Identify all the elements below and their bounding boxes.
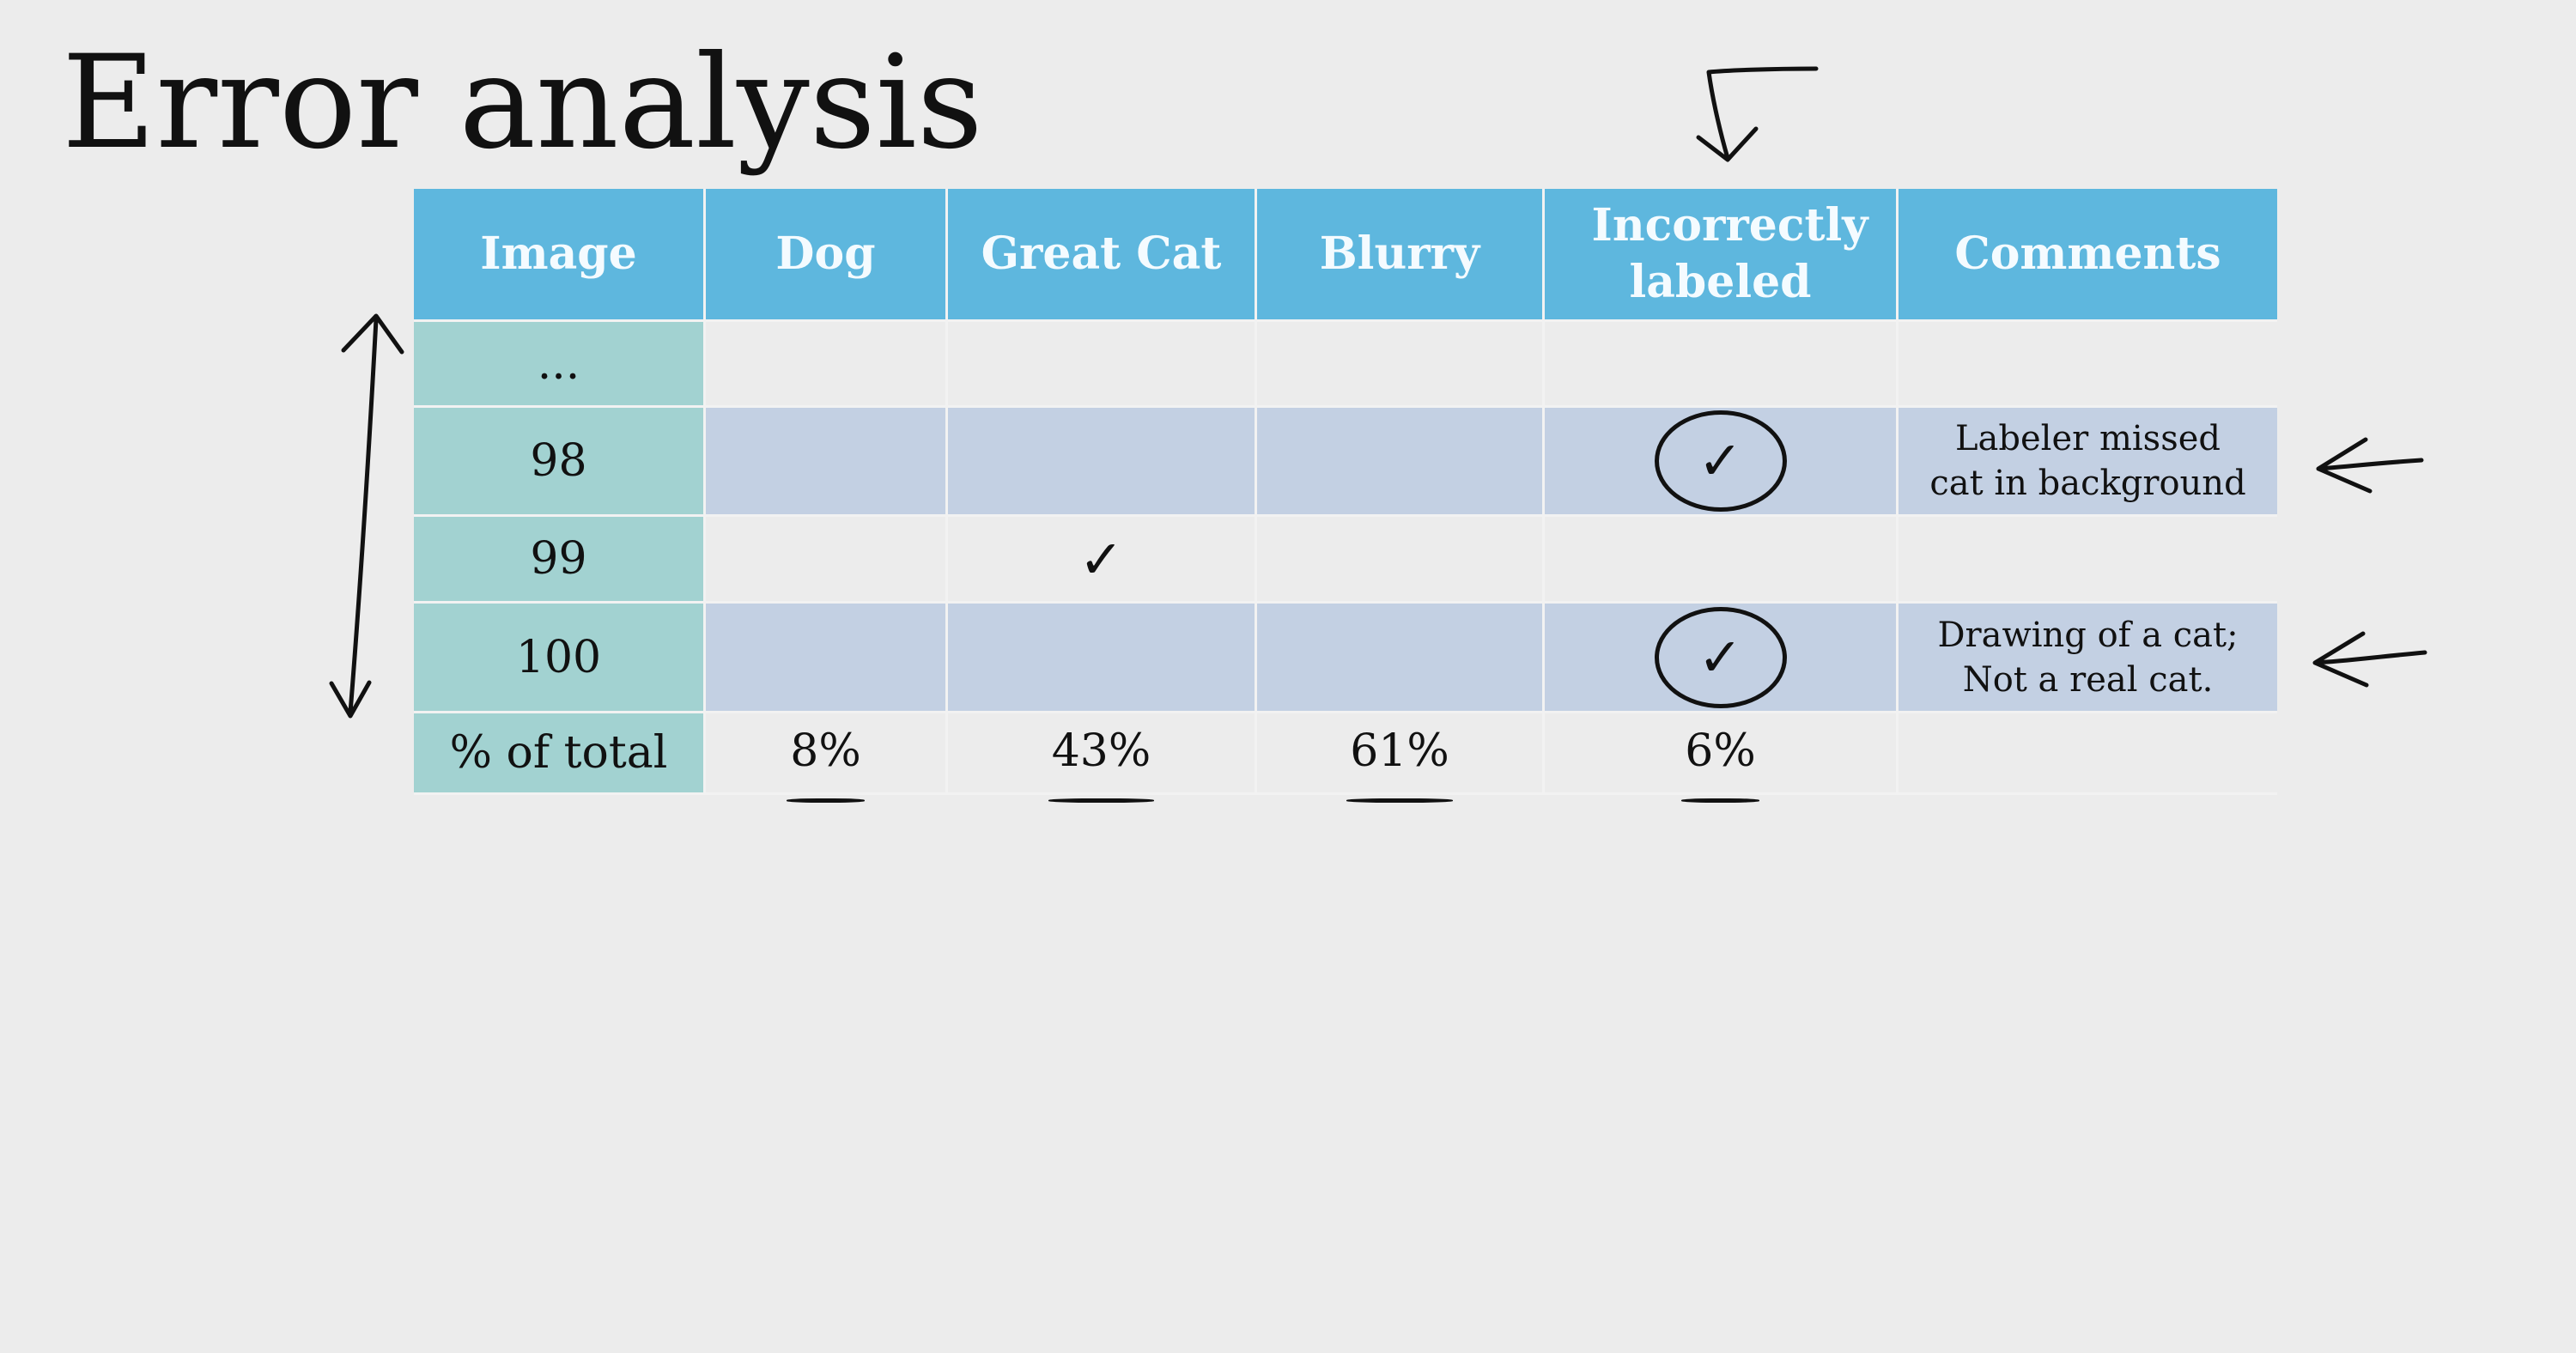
cell-dog [706, 604, 948, 713]
total-label: % of total [414, 713, 706, 795]
total-incorrectly-labeled-cell: 6% [1545, 713, 1899, 803]
row-image-id: ... [414, 322, 706, 408]
total-great-cat: 43% [1048, 725, 1154, 803]
cell-dog [706, 517, 948, 604]
cell-blurry [1257, 322, 1545, 408]
cell-blurry [1257, 604, 1545, 713]
cell-incorrectly-labeled: ✓ [1545, 408, 1899, 517]
cell-dog [706, 322, 948, 408]
header-great-cat: Great Cat [948, 189, 1257, 322]
row-image-id: 100 [414, 604, 706, 713]
comment-text: Labeler missed cat in background [1929, 419, 2246, 503]
cell-great-cat [948, 322, 1257, 408]
total-dog-cell: 8% [706, 713, 948, 803]
row-image-id: 99 [414, 517, 706, 604]
cell-comments [1899, 322, 2277, 408]
error-analysis-table: Image Dog Great Cat Blurry Incorrectly l… [414, 189, 2277, 803]
header-dog: Dog [706, 189, 948, 322]
header-incorrectly-labeled-text: Incorrectly labeled [1591, 199, 1868, 308]
cell-great-cat [948, 408, 1257, 517]
cell-incorrectly-labeled: ✓ [1545, 604, 1899, 713]
cell-great-cat: ✓ [948, 517, 1257, 604]
cell-incorrectly-labeled [1545, 322, 1899, 408]
total-great-cat-cell: 43% [948, 713, 1257, 803]
left-arrow-icon [2312, 631, 2427, 688]
table-header-row: Image Dog Great Cat Blurry Incorrectly l… [414, 189, 2277, 322]
down-arrow-icon [1696, 66, 1819, 162]
cell-dog [706, 408, 948, 517]
circled-check-mark: ✓ [1654, 606, 1787, 708]
double-vertical-arrow-icon [329, 313, 404, 719]
comment-text: Drawing of a cat; Not a real cat. [1937, 615, 2239, 700]
header-comments: Comments [1899, 189, 2277, 322]
header-blurry: Blurry [1257, 189, 1545, 322]
cell-incorrectly-labeled [1545, 517, 1899, 604]
table-row: 98 ✓ Labeler missed cat in background [414, 408, 2277, 517]
total-blurry: 61% [1346, 725, 1453, 803]
cell-blurry [1257, 408, 1545, 517]
total-blurry-cell: 61% [1257, 713, 1545, 803]
slide-title: Error analysis [62, 28, 983, 178]
cell-comments: Labeler missed cat in background [1899, 408, 2277, 517]
header-image: Image [414, 189, 706, 322]
table-row: ... [414, 322, 2277, 408]
table-row: 99 ✓ [414, 517, 2277, 604]
left-arrow-icon [2316, 437, 2424, 494]
table-row: 100 ✓ Drawing of a cat; Not a real cat. [414, 604, 2277, 713]
circled-check-mark: ✓ [1654, 410, 1787, 512]
total-dog: 8% [787, 725, 865, 803]
total-incorrectly-labeled: 6% [1681, 725, 1759, 803]
cell-comments: Drawing of a cat; Not a real cat. [1899, 604, 2277, 713]
row-image-id: 98 [414, 408, 706, 517]
total-row: % of total 8% 43% 61% 6% [414, 713, 2277, 803]
header-incorrectly-labeled: Incorrectly labeled [1545, 189, 1899, 322]
cell-great-cat [948, 604, 1257, 713]
cell-blurry [1257, 517, 1545, 604]
total-comments-cell [1899, 713, 2277, 795]
cell-comments [1899, 517, 2277, 604]
